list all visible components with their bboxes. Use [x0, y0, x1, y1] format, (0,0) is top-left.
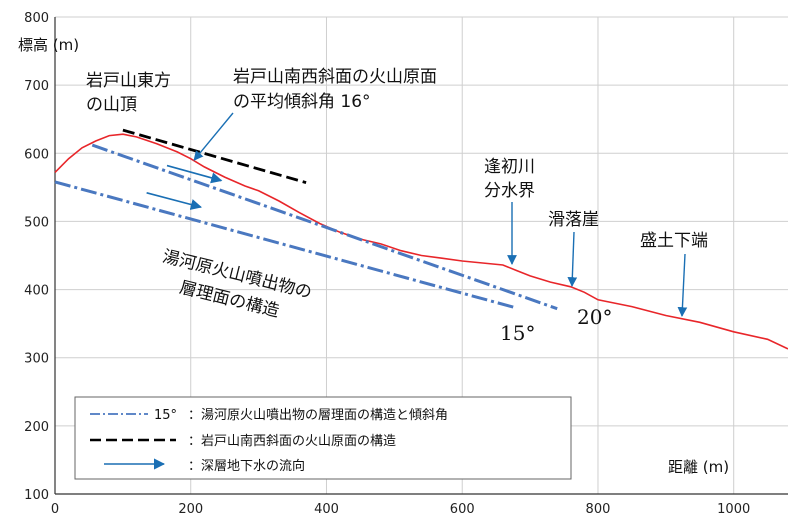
series-line-strata-15 — [54, 180, 517, 310]
summit-label-line1: 岩戸山東方 — [86, 71, 171, 91]
x-axis-label: 距離 (m) — [668, 458, 729, 476]
x-tick-labels: 0 200 400 600 800 1000 — [51, 502, 750, 517]
legend-text-volcanic: ：岩戸山南西斜面の火山原面の構造 — [188, 433, 396, 449]
angle-20-label: 20° — [577, 305, 612, 329]
scarp-label: 滑落崖 — [548, 210, 599, 230]
groundwater-arrow-1 — [166, 164, 223, 184]
y-tick-label-100: 100 — [24, 488, 49, 503]
legend-text-groundwater: ：深層地下水の流向 — [188, 458, 305, 474]
y-tick-label-800: 800 — [24, 11, 49, 26]
fill-toe-annotation: 盛土下端 — [640, 231, 708, 317]
scarp-annotation: 滑落崖 — [548, 210, 599, 287]
y-tick-label-200: 200 — [24, 420, 49, 435]
x-tick-label-800: 800 — [586, 502, 611, 517]
y-tick-labels: 100 200 300 400 500 600 700 800 — [24, 11, 49, 503]
axes — [54, 17, 788, 495]
x-tick-label-600: 600 — [450, 502, 475, 517]
slope-annotation: 岩戸山南西斜面の火山原面 の平均傾斜角 16° — [193, 67, 437, 161]
divide-label-line2: 分水界 — [484, 181, 535, 201]
legend-key-strata: 15° — [154, 408, 177, 423]
divide-label-line1: 逢初川 — [484, 157, 535, 177]
y-tick-label-300: 300 — [24, 352, 49, 367]
angle-15-label: 15° — [500, 321, 535, 345]
series-line-volcanic-surface — [122, 128, 307, 184]
x-tick-label-200: 200 — [178, 502, 203, 517]
y-tick-label-600: 600 — [24, 147, 49, 162]
y-tick-label-500: 500 — [24, 215, 49, 230]
groundwater-arrow-2 — [146, 192, 203, 210]
scarp-arrow — [567, 231, 578, 287]
groundwater-arrows — [146, 164, 223, 210]
x-tick-label-400: 400 — [314, 502, 339, 517]
x-tick-label-1000: 1000 — [717, 502, 750, 517]
summit-label-line2: の山頂 — [86, 95, 137, 115]
fill-toe-arrow — [677, 253, 688, 317]
slope-label-arrow — [193, 112, 234, 161]
slope-label-line1: 岩戸山南西斜面の火山原面 — [233, 67, 437, 87]
slope-label-line2: の平均傾斜角 16° — [233, 92, 371, 112]
legend: 15° ：湯河原火山噴出物の層理面の構造と傾斜角 ：岩戸山南西斜面の火山原面の構… — [74, 396, 572, 480]
series-line-strata-20 — [91, 143, 558, 311]
divide-annotation: 逢初川 分水界 — [484, 157, 535, 265]
series-line-terrain — [54, 133, 788, 350]
grid-lines — [54, 16, 788, 495]
y-axis-label: 標高 (m) — [18, 36, 79, 54]
strata-annotation: 湯河原火山噴出物の 層理面の構造 — [160, 247, 313, 322]
series-group — [54, 128, 788, 350]
y-tick-label-700: 700 — [24, 79, 49, 94]
x-tick-label-0: 0 — [51, 502, 59, 517]
y-tick-label-400: 400 — [24, 284, 49, 299]
legend-text-strata: ：湯河原火山噴出物の層理面の構造と傾斜角 — [188, 408, 448, 423]
summit-annotation: 岩戸山東方 の山頂 — [86, 71, 171, 115]
fill-toe-label: 盛土下端 — [640, 231, 708, 251]
